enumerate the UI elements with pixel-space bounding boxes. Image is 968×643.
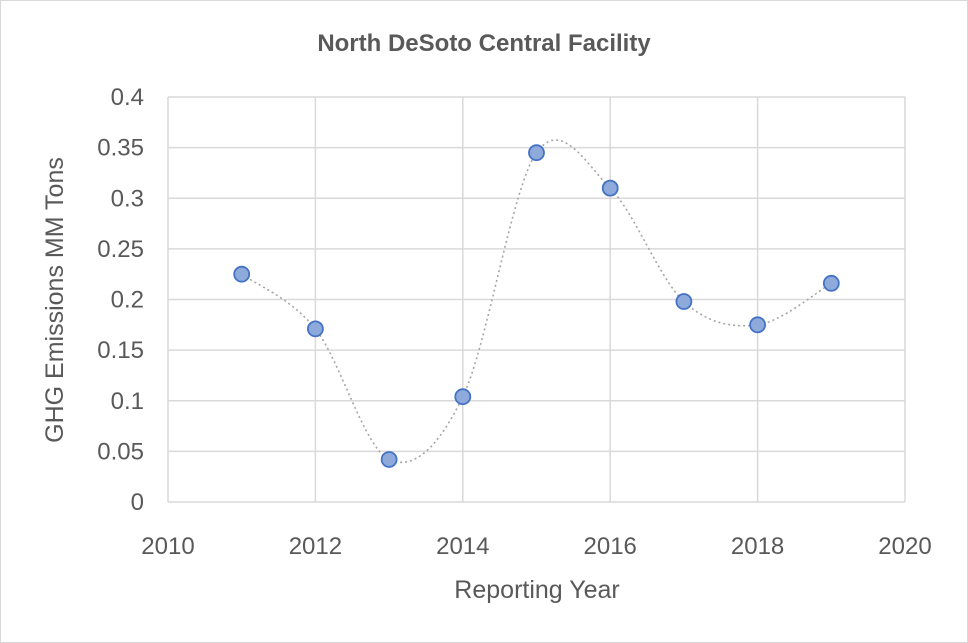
y-tick-label: 0.3 <box>111 185 144 212</box>
x-tick-label: 2020 <box>878 533 931 560</box>
data-point-2018 <box>749 316 766 334</box>
trend-line <box>241 139 832 464</box>
x-tick-label: 2018 <box>731 533 784 560</box>
x-tick-label: 2012 <box>289 533 342 560</box>
data-point-2019 <box>822 274 840 292</box>
y-tick-label: 0.35 <box>97 135 144 162</box>
y-tick-label: 0.1 <box>111 388 144 415</box>
y-axis-title: GHG Emissions MM Tons <box>41 157 69 443</box>
data-point-2015 <box>528 144 545 162</box>
y-tick-label: 0 <box>131 489 144 516</box>
gridlines <box>167 96 906 503</box>
data-point-2017 <box>675 293 693 310</box>
x-tick-label: 2016 <box>584 533 637 560</box>
y-tick-label: 0.05 <box>97 438 144 465</box>
y-tick-label: 0.25 <box>97 236 144 263</box>
data-point-2012 <box>306 320 324 338</box>
tick-labels: 0 0.05 0.1 0.15 0.2 0.25 0.3 0.35 0.4 2010 2012 201… <box>97 84 931 560</box>
data-point-2016 <box>601 179 619 197</box>
x-tick-label: 2010 <box>141 533 194 560</box>
y-tick-label: 0.4 <box>111 84 144 111</box>
y-tick-label: 0.2 <box>111 287 144 314</box>
data-point-2014 <box>454 388 472 406</box>
y-tick-label: 0.15 <box>97 337 144 364</box>
x-tick-label: 2014 <box>436 533 489 560</box>
data-point-2013 <box>380 451 398 468</box>
x-axis-title: Reporting Year <box>454 576 619 604</box>
data-point-2011 <box>233 265 251 283</box>
chart-title: North DeSoto Central Facility <box>317 30 651 57</box>
data-points <box>233 144 840 468</box>
